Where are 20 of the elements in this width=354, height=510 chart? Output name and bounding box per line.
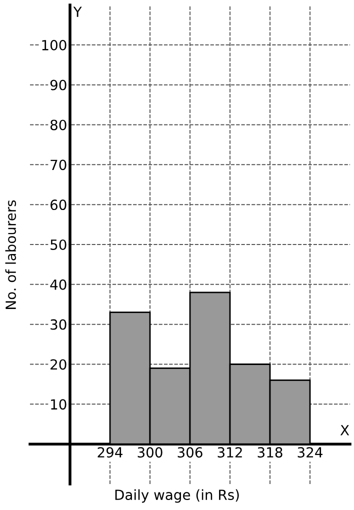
x-tick-label: 294: [98, 447, 122, 458]
y-tick-label: 80: [50, 120, 66, 130]
y-tick-label: 30: [50, 319, 66, 330]
y-tick-label: 40: [50, 279, 66, 290]
annotation: Y: [73, 6, 82, 17]
y-tick-label: 70: [50, 160, 66, 170]
x-axis-title: Daily wage (in Rs): [115, 489, 239, 503]
annotation: X: [340, 425, 350, 436]
y-tick-label: 10: [51, 399, 66, 410]
y-tick-label: 20: [50, 359, 66, 370]
x-tick-label: 306: [178, 447, 202, 458]
y-axis-title: No. of labourers: [5, 200, 16, 309]
x-tick-label: 324: [298, 447, 322, 458]
y-tick-label: 60: [50, 200, 66, 210]
x-tick-label: 318: [258, 447, 282, 458]
x-tick-label: 300: [138, 447, 162, 458]
x-tick-label: 312: [218, 447, 242, 458]
y-tick-label: 100: [42, 40, 66, 50]
y-tick-label: 50: [50, 239, 66, 250]
y-tick-label: 90: [50, 80, 66, 90]
